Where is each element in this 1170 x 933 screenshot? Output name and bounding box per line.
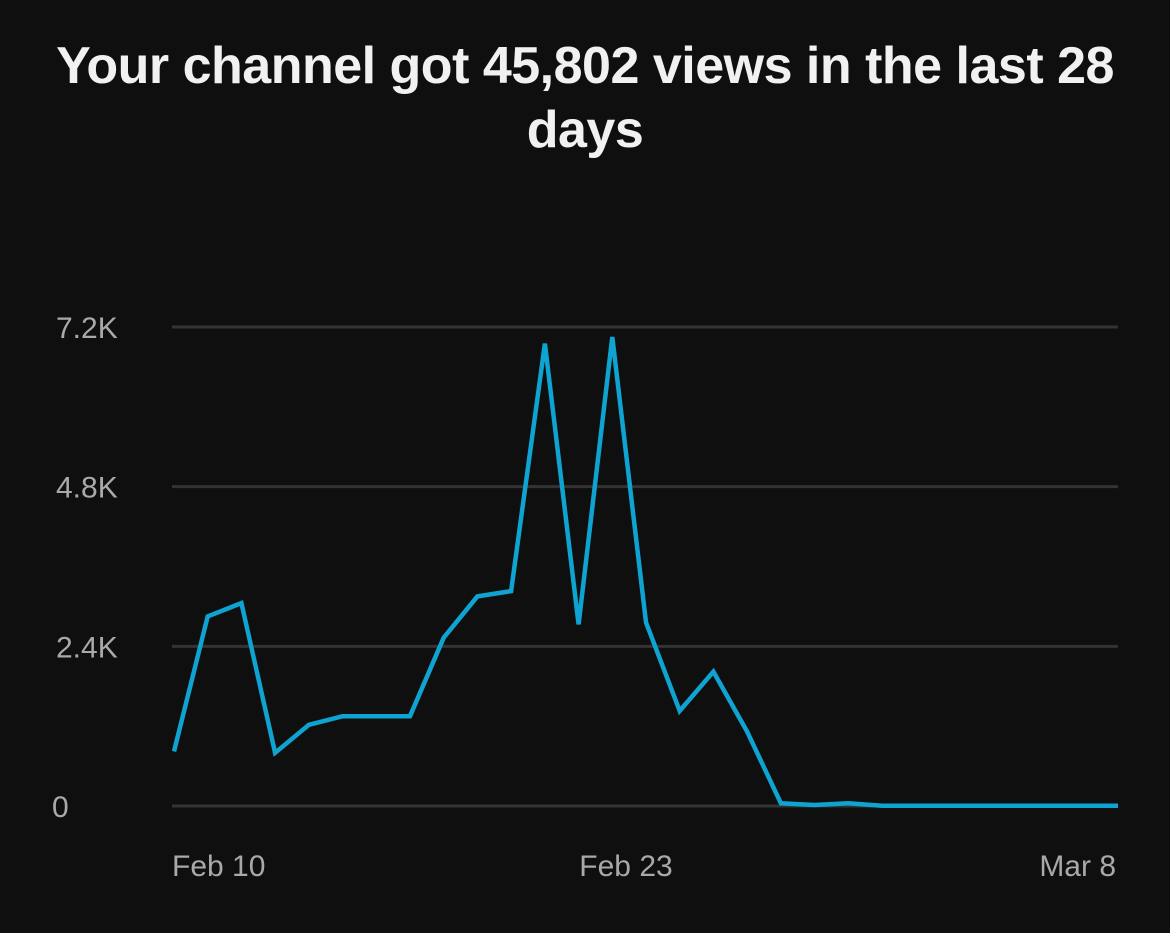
- x-axis-tick-labels: Feb 10 Feb 23 Mar 8: [172, 850, 1116, 883]
- y-tick-label: 4.8K: [56, 472, 118, 505]
- page-title: Your channel got 45,802 views in the las…: [56, 37, 1114, 159]
- x-tick-label: Feb 10: [172, 850, 265, 883]
- y-tick-label: 0: [52, 791, 69, 824]
- y-tick-label: 7.2K: [56, 312, 118, 345]
- grid-lines: [172, 325, 1118, 808]
- series-line: [171, 336, 1118, 808]
- series-layer: [171, 336, 1118, 808]
- y-axis-tick-labels: 0 2.4K 4.8K 7.2K: [52, 312, 118, 824]
- x-tick-label: Feb 23: [579, 850, 672, 883]
- x-tick-label: Mar 8: [1039, 850, 1116, 883]
- y-tick-label: 2.4K: [56, 631, 118, 664]
